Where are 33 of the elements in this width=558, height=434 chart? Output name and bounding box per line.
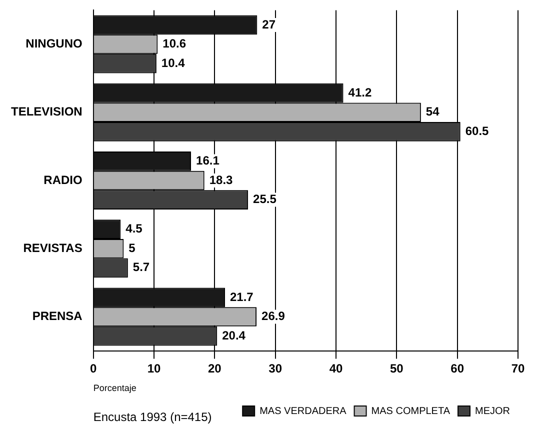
data-label: 16.1: [196, 154, 220, 168]
data-label: 25.5: [253, 192, 277, 206]
y-tick-label: REVISTAS: [23, 240, 82, 255]
x-tick-label: 10: [147, 361, 162, 376]
data-label: 5.7: [132, 260, 150, 274]
data-label: 54: [426, 104, 440, 119]
data-label: 41.2: [348, 85, 372, 100]
data-label: 5: [128, 240, 136, 255]
data-label: 60.5: [465, 124, 490, 138]
data-label: 20.4: [222, 328, 246, 342]
x-tick-label: 30: [268, 361, 282, 376]
x-tick-label: 60: [450, 361, 464, 376]
data-label: 27: [262, 17, 276, 32]
x-tick-label: 40: [329, 361, 343, 376]
y-tick-label: RADIO: [44, 172, 82, 187]
x-tick-label: 0: [90, 361, 97, 376]
data-label: 26.9: [262, 309, 286, 324]
legend-label: MAS COMPLETA: [371, 406, 450, 417]
legend-label: MEJOR: [475, 406, 510, 417]
data-label: 4.5: [126, 222, 143, 236]
x-tick-label: 20: [208, 361, 222, 376]
y-tick-label: TELEVISION: [11, 104, 82, 119]
data-label: 10.4: [161, 56, 186, 70]
data-label: 21.7: [230, 290, 254, 304]
x-tick-label: 50: [390, 361, 404, 376]
x-axis-title: Porcentaje: [93, 383, 136, 394]
y-tick-label: PRENSA: [32, 309, 83, 324]
x-tick-label: 70: [511, 361, 525, 376]
data-label: 10.6: [162, 36, 186, 51]
legend-label: MAS VERDADERA: [260, 406, 347, 417]
data-label: 18.3: [209, 172, 234, 187]
y-tick-label: NINGUNO: [26, 36, 82, 51]
text: Encusta 1993 (n=415): [93, 410, 212, 424]
